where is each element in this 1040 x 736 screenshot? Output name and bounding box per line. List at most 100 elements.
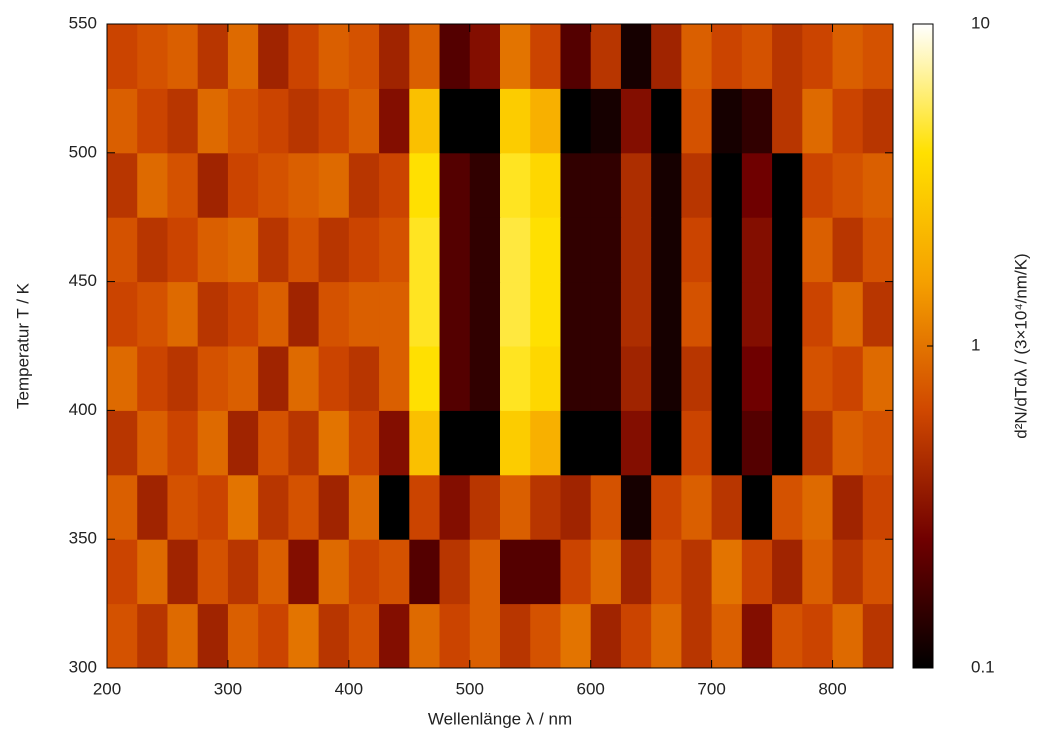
heatmap-cell	[651, 410, 682, 476]
y-tick-label: 400	[69, 400, 97, 419]
heatmap-cell	[741, 539, 773, 605]
heatmap-cell	[258, 346, 289, 411]
plot-frame	[106, 23, 894, 669]
heatmap-cell	[258, 603, 289, 669]
heatmap-cell	[348, 539, 380, 605]
heatmap-cell	[288, 217, 320, 283]
y-tick-label: 500	[69, 142, 97, 161]
x-tick-label: 700	[697, 679, 725, 698]
heatmap-cell	[318, 474, 350, 540]
heatmap-cell	[227, 410, 259, 476]
heatmap-cell	[711, 346, 743, 411]
heatmap-cell	[711, 603, 743, 669]
y-tick-label: 350	[69, 529, 97, 548]
heatmap-cell	[227, 346, 259, 411]
heatmap-cell	[288, 281, 320, 347]
heatmap-cell	[832, 603, 864, 669]
heatmap-cell	[439, 539, 471, 605]
heatmap-cell	[530, 346, 561, 411]
heatmap-cell	[832, 152, 864, 218]
heatmap-cell	[379, 603, 410, 669]
heatmap-cell	[197, 410, 229, 476]
heatmap-cell	[107, 24, 138, 89]
colorbar-label: d²N/dTdλ / (3×10⁴/nm/K)	[1011, 253, 1030, 438]
heatmap-cell	[772, 346, 803, 411]
heatmap-cell	[651, 88, 682, 154]
heatmap-cell	[469, 24, 501, 89]
heatmap-cell	[197, 24, 229, 89]
heatmap-cell	[439, 24, 471, 89]
heatmap-cell	[379, 217, 410, 283]
heatmap-cell	[832, 24, 864, 89]
heatmap-cell	[258, 474, 289, 540]
heatmap-cell	[862, 539, 894, 605]
heatmap-cell	[409, 152, 441, 218]
heatmap-cell	[651, 539, 682, 605]
heatmap-cell	[107, 346, 138, 411]
y-tick-label: 550	[69, 13, 97, 32]
heatmap-cell	[681, 474, 713, 540]
heatmap-cell	[741, 281, 773, 347]
heatmap-cell	[197, 474, 229, 540]
heatmap-cell	[862, 281, 894, 347]
heatmap-cell	[469, 474, 501, 540]
heatmap-cell	[832, 346, 864, 411]
heatmap-cell	[620, 474, 652, 540]
heatmap-cell	[197, 603, 229, 669]
heatmap-cell	[107, 88, 138, 154]
heatmap-cell	[409, 603, 441, 669]
heatmap-cell	[620, 217, 652, 283]
heatmap-cell	[107, 539, 138, 605]
heatmap-cell	[227, 539, 259, 605]
heatmap-cell	[379, 346, 410, 411]
heatmap-cell	[530, 217, 561, 283]
y-tick-label: 300	[69, 657, 97, 676]
x-tick-label: 300	[214, 679, 242, 698]
heatmap-cell	[379, 152, 410, 218]
heatmap-cell	[379, 88, 410, 154]
heatmap-cell	[681, 539, 713, 605]
heatmap-cell	[802, 474, 834, 540]
heatmap-cell	[832, 410, 864, 476]
heatmap-cell	[772, 539, 803, 605]
heatmap-cell	[530, 603, 561, 669]
x-tick-label: 400	[335, 679, 363, 698]
heatmap-cell	[258, 152, 289, 218]
heatmap-cell	[651, 281, 682, 347]
heatmap-cell	[107, 281, 138, 347]
heatmap-cell	[651, 24, 682, 89]
heatmap-cell	[651, 346, 682, 411]
heatmap-cell	[832, 474, 864, 540]
heatmap-cell	[409, 217, 441, 283]
heatmap-cell	[137, 281, 168, 347]
heatmap-cell	[620, 152, 652, 218]
heatmap-cell	[741, 152, 773, 218]
heatmap-cell	[167, 88, 199, 154]
heatmap-cell	[560, 346, 592, 411]
heatmap-cell	[227, 474, 259, 540]
heatmap-cell	[862, 474, 894, 540]
heatmap-cell	[651, 474, 682, 540]
heatmap-cell	[348, 346, 380, 411]
heatmap-cell	[500, 281, 531, 347]
heatmap-cell	[318, 281, 350, 347]
heatmap-cell	[741, 24, 773, 89]
heatmap-cell	[832, 88, 864, 154]
heatmap-cell	[741, 474, 773, 540]
heatmap-cell	[439, 217, 471, 283]
heatmap-cell	[167, 152, 199, 218]
x-tick-label: 200	[93, 679, 121, 698]
heatmap-cell	[772, 281, 803, 347]
heatmap-cell	[500, 88, 531, 154]
heatmap-cell	[137, 152, 168, 218]
heatmap-cell	[802, 24, 834, 89]
heatmap-cell	[318, 24, 350, 89]
heatmap-cell	[772, 474, 803, 540]
heatmap-cell	[107, 603, 138, 669]
heatmap-cell	[560, 474, 592, 540]
heatmap-cell	[802, 88, 834, 154]
heatmap-cell	[560, 603, 592, 669]
heatmap-cell	[439, 281, 471, 347]
heatmap-cell	[318, 410, 350, 476]
heatmap-cell	[469, 88, 501, 154]
